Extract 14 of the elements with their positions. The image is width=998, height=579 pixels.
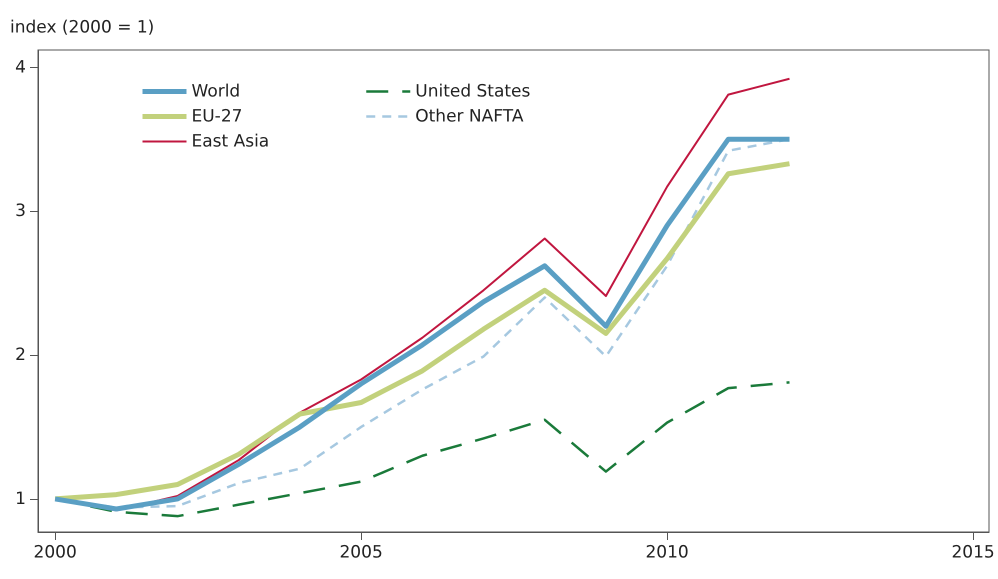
y-tick-label: 2 [15, 345, 26, 366]
legend-label: Other NAFTA [415, 106, 524, 126]
x-tick-label: 2000 [34, 542, 77, 562]
x-tick-label: 2005 [339, 542, 383, 562]
x-tick-label: 2010 [645, 542, 689, 562]
y-tick-label: 1 [15, 488, 26, 509]
legend-label: EU-27 [192, 106, 242, 126]
legend-label: East Asia [192, 132, 270, 152]
x-tick-label: 2015 [951, 542, 995, 562]
y-tick-label: 3 [15, 201, 26, 222]
y-axis-title: index (2000 = 1) [10, 18, 154, 38]
legend-label: World [192, 82, 240, 102]
y-tick-label: 4 [15, 57, 26, 78]
legend-label: United States [415, 82, 531, 102]
